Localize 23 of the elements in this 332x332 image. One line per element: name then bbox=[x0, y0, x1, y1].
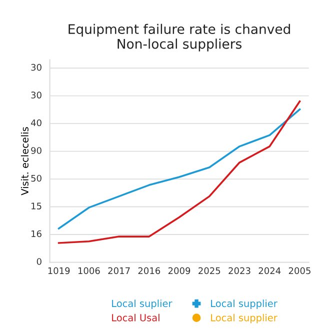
x-tick-label: 2005 bbox=[288, 267, 310, 274]
chart-title: Equipment failure rate is chanved Non-local suppliers bbox=[68, 24, 290, 52]
text: 50 bbox=[31, 174, 42, 182]
text: 16 bbox=[32, 230, 42, 238]
legend-label: Local supplier bbox=[211, 314, 278, 324]
x-tick-label: 2016 bbox=[138, 267, 160, 274]
x-tick-label: 2025 bbox=[198, 267, 220, 274]
legend-label: Local supplier bbox=[211, 300, 278, 309]
text: Local suplier bbox=[112, 300, 172, 309]
text: 90 bbox=[31, 147, 42, 154]
text: 30 bbox=[31, 64, 42, 71]
x-tick-label: 2024 bbox=[258, 267, 281, 274]
x-tick-label: 2017 bbox=[108, 267, 130, 274]
x-tick-label: 1006 bbox=[78, 267, 100, 274]
text: 0 bbox=[36, 258, 42, 265]
text: 30 bbox=[31, 92, 42, 98]
y-axis-title: Visit. eclecelis bbox=[20, 127, 28, 196]
x-tick-label: 1019 bbox=[48, 267, 70, 274]
text: 15 bbox=[32, 202, 42, 210]
x-tick-label: 2023 bbox=[228, 267, 250, 274]
text: Local Usal bbox=[112, 314, 160, 322]
text: 40 bbox=[30, 119, 42, 126]
x-tick-label: 2009 bbox=[168, 267, 190, 274]
